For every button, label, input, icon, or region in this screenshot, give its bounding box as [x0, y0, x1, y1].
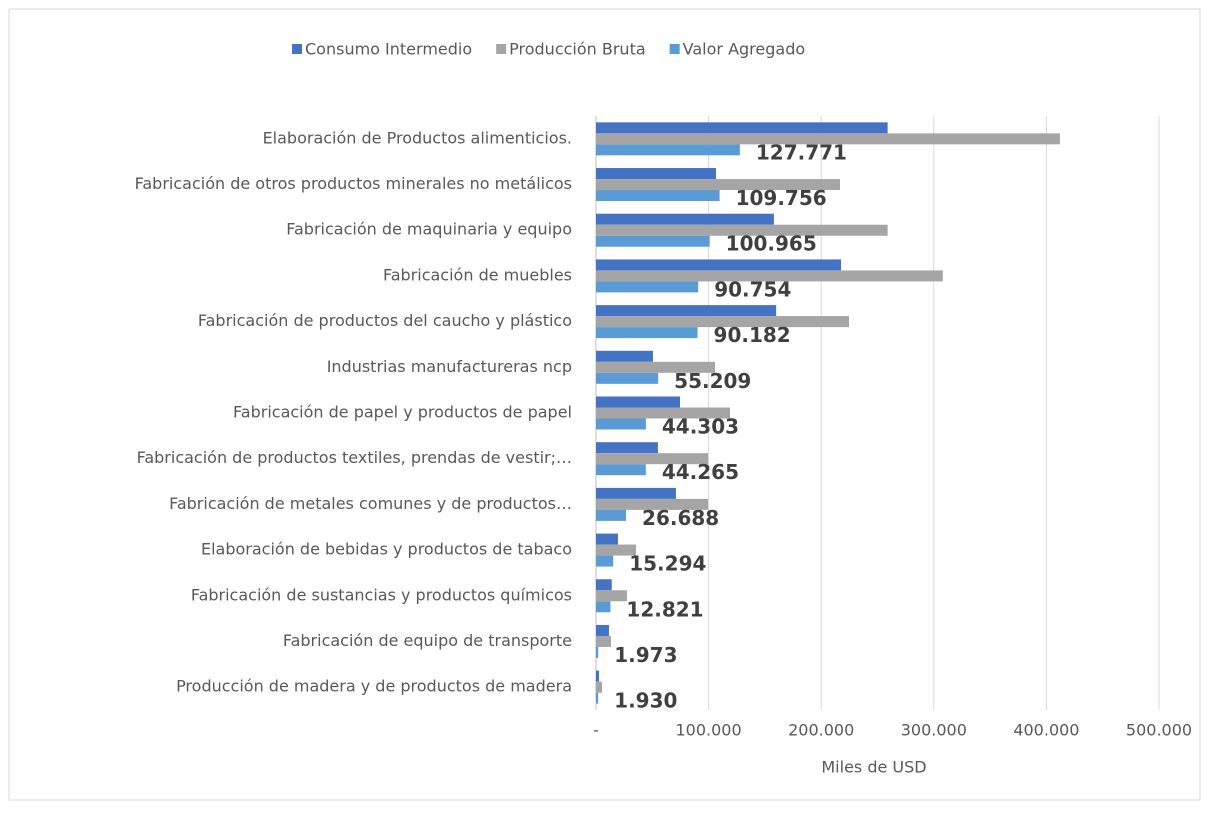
bar: [596, 281, 699, 293]
bar: [596, 590, 627, 602]
y-tick-label: Fabricación de equipo de transporte: [283, 631, 572, 650]
y-tick-label: Fabricación de otros productos minerales…: [135, 174, 572, 193]
bar: [596, 670, 600, 682]
y-tick-label: Fabricación de muebles: [383, 265, 572, 284]
y-tick-label: Fabricación de sustancias y productos qu…: [191, 585, 572, 604]
bar: [596, 270, 943, 282]
y-tick-label: Producción de madera y de productos de m…: [176, 677, 572, 696]
x-tick-label: -: [593, 721, 599, 740]
data-label: 26.688: [642, 506, 719, 530]
bar: [596, 624, 609, 636]
bar: [596, 509, 627, 521]
data-label: 15.294: [629, 552, 706, 576]
bar: [596, 555, 614, 567]
bar: [596, 579, 612, 591]
y-tick-label: Fabricación de productos textiles, prend…: [137, 448, 572, 467]
x-tick-label: 200.000: [788, 721, 854, 740]
bar: [596, 361, 716, 373]
bar: [596, 646, 599, 658]
bar: [596, 692, 599, 704]
bar: [596, 235, 710, 247]
bar: [596, 122, 888, 134]
bar: [596, 407, 730, 419]
bar: [596, 601, 611, 613]
bar: [596, 190, 720, 202]
y-tick-label: Fabricación de metales comunes y de prod…: [169, 494, 572, 513]
y-tick-label: Elaboración de bebidas y productos de ta…: [201, 540, 572, 559]
bar: [596, 372, 659, 384]
data-label: 44.265: [662, 460, 739, 484]
x-axis-title: Miles de USD: [821, 758, 926, 777]
bar: [596, 681, 602, 693]
bar: [596, 179, 841, 191]
bar: [596, 316, 850, 328]
bar: [596, 144, 740, 156]
data-label: 127.771: [756, 140, 847, 164]
bar: [596, 635, 611, 647]
data-label: 90.182: [714, 323, 791, 347]
legend-swatch: [496, 44, 507, 54]
x-tick-label: 500.000: [1126, 721, 1192, 740]
bar: [596, 396, 680, 408]
y-tick-label: Industrias manufactureras ncp: [327, 357, 572, 376]
bar: [596, 418, 646, 430]
y-tick-label: Elaboración de Productos alimenticios.: [263, 128, 572, 147]
bar: [596, 305, 777, 317]
data-label: 1.930: [614, 689, 677, 713]
bar: [596, 133, 1060, 145]
bar: [596, 498, 709, 510]
legend-swatch: [669, 44, 680, 54]
y-tick-label: Fabricación de papel y productos de pape…: [233, 403, 572, 422]
data-label: 44.303: [662, 415, 739, 439]
data-label: 55.209: [674, 369, 751, 393]
legend-label: Valor Agregado: [683, 40, 805, 59]
y-tick-label: Fabricación de maquinaria y equipo: [286, 220, 572, 239]
legend-label: Producción Bruta: [509, 40, 646, 59]
bar: [596, 224, 888, 236]
data-label: 1.973: [614, 643, 677, 667]
x-tick-label: 300.000: [901, 721, 967, 740]
bar: [596, 533, 618, 545]
legend-swatch: [292, 44, 302, 54]
bar: [596, 442, 658, 454]
bar: [596, 453, 709, 465]
bar: [596, 544, 636, 556]
data-label: 90.754: [714, 277, 791, 301]
y-tick-label: Fabricación de productos del caucho y pl…: [198, 311, 572, 330]
data-label: 109.756: [736, 186, 827, 210]
bar: [596, 487, 676, 499]
data-label: 12.821: [626, 597, 703, 621]
bar: [596, 327, 698, 339]
legend-label: Consumo Intermedio: [305, 40, 472, 59]
bar: [596, 464, 646, 476]
x-tick-label: 100.000: [676, 721, 742, 740]
bar: [596, 168, 717, 180]
bar: [596, 350, 653, 362]
x-tick-label: 400.000: [1013, 721, 1079, 740]
bar: [596, 259, 842, 271]
bar: [596, 213, 774, 225]
data-label: 100.965: [726, 232, 817, 256]
